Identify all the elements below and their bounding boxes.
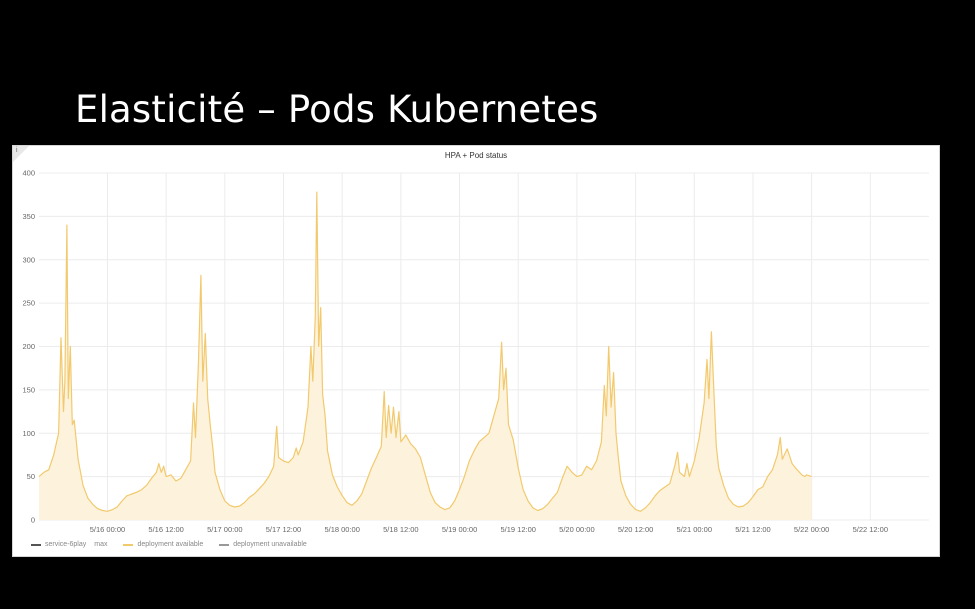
y-tick-label: 300 bbox=[22, 255, 35, 264]
x-tick-label: 5/16 12:00 bbox=[148, 525, 183, 534]
x-tick-label: 5/19 00:00 bbox=[442, 525, 477, 534]
y-tick-label: 100 bbox=[22, 429, 35, 438]
x-tick-label: 5/20 12:00 bbox=[618, 525, 653, 534]
legend: service-6play max deployment available de… bbox=[31, 541, 307, 548]
y-tick-label: 50 bbox=[27, 472, 35, 481]
x-tick-label: 5/20 00:00 bbox=[559, 525, 594, 534]
y-tick-label: 0 bbox=[31, 516, 35, 525]
legend-item-deployment-available[interactable]: deployment available bbox=[123, 541, 203, 548]
legend-label-end: max bbox=[94, 541, 108, 548]
legend-item-deployment-unavailable[interactable]: deployment unavailable bbox=[219, 541, 307, 548]
series-area-deployment-available bbox=[39, 192, 812, 520]
x-tick-label: 5/18 00:00 bbox=[324, 525, 359, 534]
legend-label: deployment unavailable bbox=[233, 541, 307, 548]
y-tick-label: 150 bbox=[22, 385, 35, 394]
y-tick-label: 200 bbox=[22, 342, 35, 351]
legend-label-start: service-6play bbox=[45, 541, 87, 548]
panel-title[interactable]: HPA + Pod status bbox=[444, 151, 508, 160]
x-tick-label: 5/21 12:00 bbox=[735, 525, 770, 534]
legend-item-max[interactable]: service-6play max bbox=[31, 541, 107, 548]
info-icon[interactable]: i bbox=[16, 147, 18, 154]
grafana-panel: i HPA + Pod status 0 50 100 150 200 250 300 350… bbox=[12, 145, 940, 557]
y-tick-label: 400 bbox=[22, 169, 35, 178]
x-tick-label: 5/18 12:00 bbox=[383, 525, 418, 534]
x-tick-label: 5/22 12:00 bbox=[853, 525, 888, 534]
series-line-deployment-available[interactable] bbox=[38, 191, 812, 512]
legend-swatch-max bbox=[31, 543, 41, 546]
x-tick-label: 5/19 12:00 bbox=[501, 525, 536, 534]
legend-swatch-available bbox=[123, 543, 134, 546]
legend-swatch-unavailable bbox=[219, 543, 230, 546]
x-tick-label: 5/16 00:00 bbox=[90, 525, 125, 534]
hpa-pod-status-chart: 0 50 100 150 200 250 300 350 400 5/16 00:00 5/16 1… bbox=[22, 169, 929, 534]
slide-title: Elasticité – Pods Kubernetes bbox=[75, 88, 599, 131]
y-tick-label: 250 bbox=[22, 299, 35, 308]
x-tick-label: 5/21 00:00 bbox=[677, 525, 712, 534]
x-tick-label: 5/17 12:00 bbox=[266, 525, 301, 534]
x-tick-label: 5/22 00:00 bbox=[794, 525, 829, 534]
info-corner[interactable] bbox=[13, 146, 29, 162]
legend-label: deployment available bbox=[137, 541, 204, 548]
x-tick-label: 5/17 00:00 bbox=[207, 525, 242, 534]
y-tick-label: 350 bbox=[22, 212, 35, 221]
